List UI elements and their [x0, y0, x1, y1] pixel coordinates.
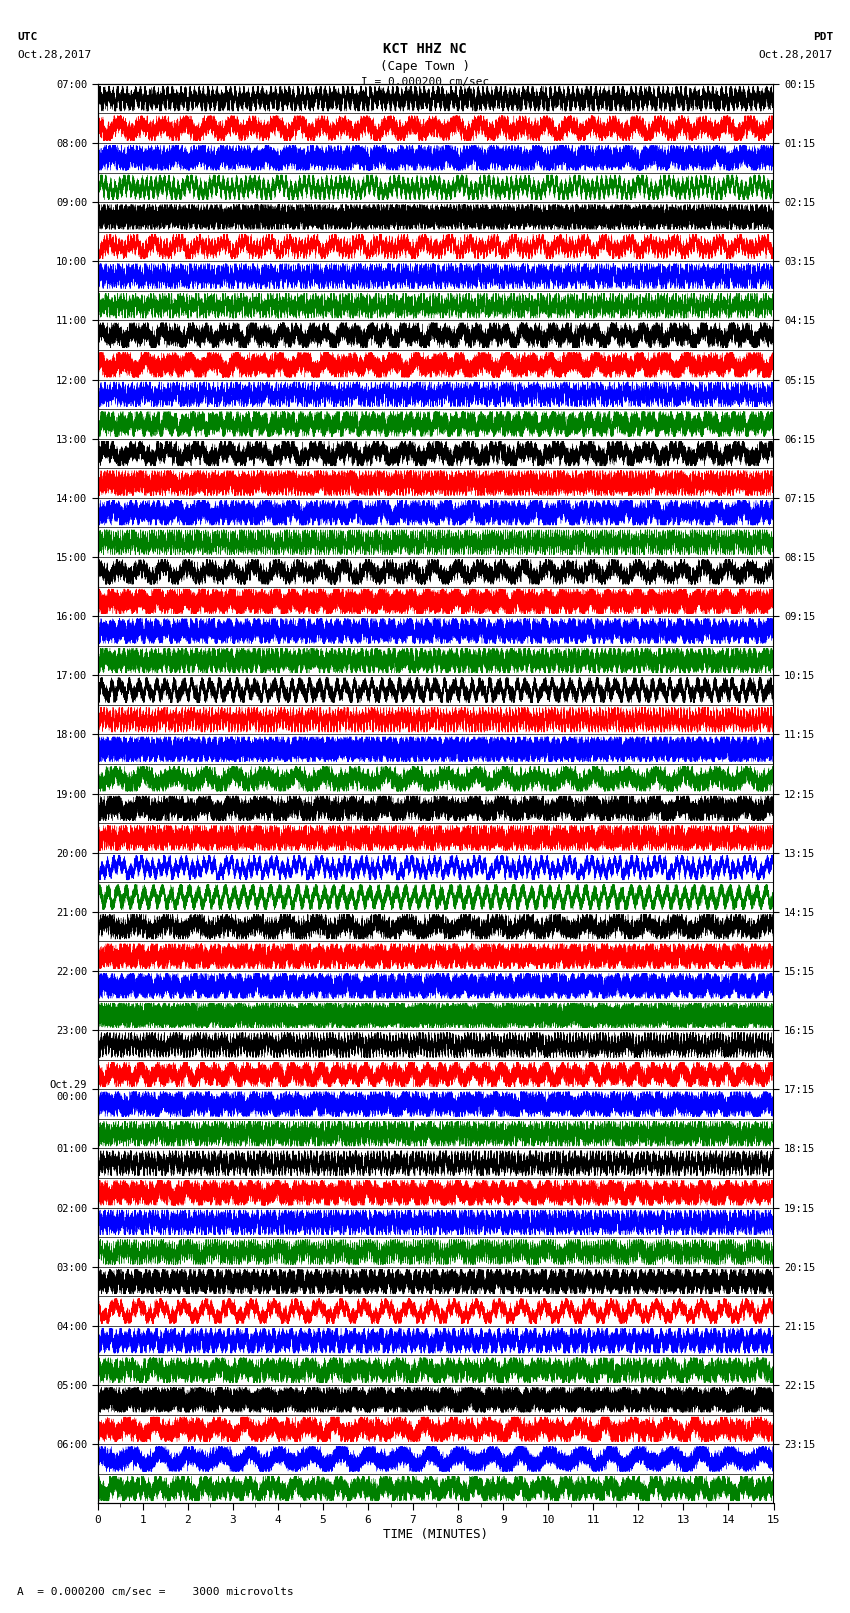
- X-axis label: TIME (MINUTES): TIME (MINUTES): [383, 1528, 488, 1540]
- Text: Oct.28,2017: Oct.28,2017: [17, 50, 91, 60]
- Text: (Cape Town ): (Cape Town ): [380, 60, 470, 73]
- Text: PDT: PDT: [813, 32, 833, 42]
- Text: KCT HHZ NC: KCT HHZ NC: [383, 42, 467, 56]
- Text: A  = 0.000200 cm/sec =    3000 microvolts: A = 0.000200 cm/sec = 3000 microvolts: [17, 1587, 294, 1597]
- Text: UTC: UTC: [17, 32, 37, 42]
- Text: I = 0.000200 cm/sec: I = 0.000200 cm/sec: [361, 77, 489, 87]
- Text: Oct.28,2017: Oct.28,2017: [759, 50, 833, 60]
